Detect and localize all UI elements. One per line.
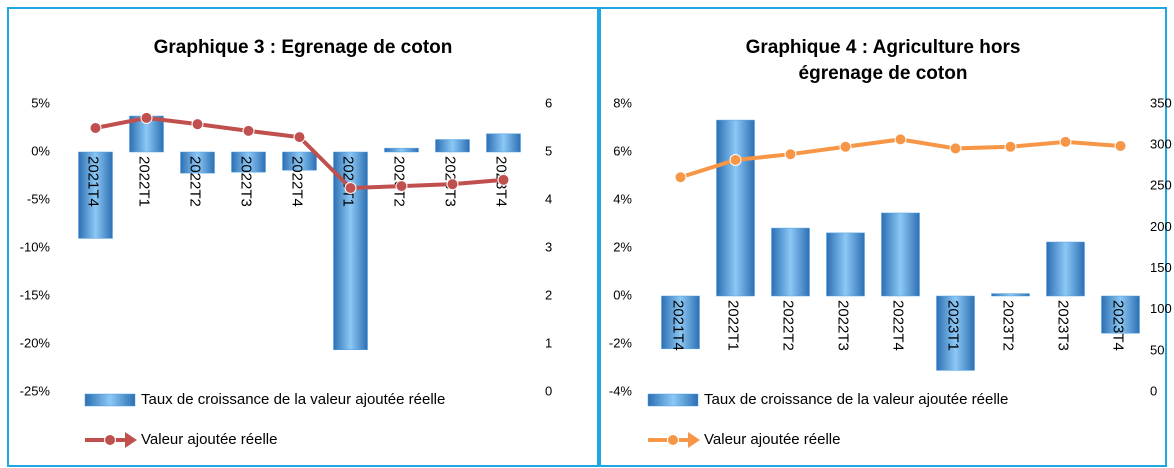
y2-tick-label: 6: [545, 95, 552, 110]
panel-border: [7, 7, 599, 467]
line-marker: [674, 171, 687, 184]
bar: [180, 151, 215, 174]
y-tick-label: -15%: [20, 287, 51, 302]
y2-tick-label: 200: [1150, 219, 1172, 234]
line-marker: [446, 178, 459, 191]
y-tick-label: 0%: [31, 143, 50, 158]
x-tick-label: 2023T1: [945, 300, 962, 351]
chart-title: Graphique 4 : Agriculture hors: [746, 37, 1021, 58]
bar: [486, 133, 521, 153]
bar: [991, 293, 1030, 297]
y2-tick-label: 4: [545, 191, 552, 206]
line-marker: [949, 142, 962, 155]
legend-swatch: [125, 432, 137, 448]
x-tick-label: 2022T1: [136, 156, 153, 207]
y-tick-label: -20%: [20, 335, 51, 350]
y2-tick-label: 5: [545, 143, 552, 158]
legend-swatch: [688, 432, 700, 448]
bar: [881, 212, 920, 297]
x-tick-label: 2022T3: [835, 300, 852, 351]
y-tick-label: -2%: [609, 335, 633, 350]
x-tick-label: 2022T4: [289, 156, 306, 207]
y2-tick-label: 3: [545, 239, 552, 254]
chart-title: égrenage de coton: [799, 63, 968, 84]
x-tick-label: 2022T2: [780, 300, 797, 351]
legend-swatch: [667, 434, 679, 446]
bar: [1046, 241, 1085, 297]
line-marker: [191, 118, 204, 131]
legend-label: Taux de croissance de la valeur ajoutée …: [141, 391, 445, 408]
y2-tick-label: 300: [1150, 137, 1172, 152]
y-tick-label: -25%: [20, 383, 51, 398]
x-tick-label: 2022T4: [890, 300, 907, 351]
y2-tick-label: 50: [1150, 342, 1164, 357]
y-tick-label: 5%: [31, 95, 50, 110]
line-marker: [497, 173, 510, 186]
bar: [826, 232, 865, 297]
y2-tick-label: 0: [1150, 383, 1157, 398]
legend-label: Valeur ajoutée réelle: [704, 431, 840, 448]
y2-tick-label: 0: [545, 383, 552, 398]
y-tick-label: 0%: [613, 287, 632, 302]
panel-border: [599, 7, 1167, 467]
legend-swatch: [84, 393, 136, 407]
x-tick-label: 2022T2: [187, 156, 204, 207]
line-marker: [1059, 135, 1072, 148]
line-marker: [293, 131, 306, 144]
line-marker: [395, 180, 408, 193]
bar: [661, 295, 700, 350]
bar: [282, 151, 317, 171]
line-marker: [784, 148, 797, 161]
x-tick-label: 2023T2: [1000, 300, 1017, 351]
x-tick-label: 2021T4: [670, 300, 687, 351]
bar: [435, 139, 470, 153]
legend-swatch: [647, 393, 699, 407]
legend-label: Valeur ajoutée réelle: [141, 431, 277, 448]
line-marker: [344, 182, 357, 194]
y2-tick-label: 1: [545, 335, 552, 350]
bar: [716, 119, 755, 297]
y-tick-label: -4%: [609, 383, 633, 398]
bar: [78, 151, 113, 239]
y-tick-label: 4%: [613, 191, 632, 206]
line-marker: [140, 111, 153, 124]
line-marker: [839, 140, 852, 153]
chart-title: Graphique 3 : Egrenage de coton: [154, 37, 453, 58]
bar: [1101, 295, 1140, 334]
line-marker: [1114, 139, 1127, 152]
line-marker: [729, 153, 742, 166]
y-tick-label: 2%: [613, 239, 632, 254]
y-tick-label: 6%: [613, 143, 632, 158]
bar: [771, 227, 810, 297]
x-tick-label: 2022T3: [238, 156, 255, 207]
line-marker: [894, 133, 907, 146]
line-marker: [89, 122, 102, 134]
y2-tick-label: 350: [1150, 95, 1172, 110]
y2-tick-label: 150: [1150, 260, 1172, 275]
bar: [231, 151, 266, 173]
y2-tick-label: 100: [1150, 301, 1172, 316]
x-tick-label: 2023T4: [1110, 300, 1127, 351]
line-marker: [1004, 140, 1017, 153]
y2-tick-label: 250: [1150, 178, 1172, 193]
y2-tick-label: 2: [545, 287, 552, 302]
bar: [936, 295, 975, 371]
x-tick-label: 2021T4: [85, 156, 102, 207]
legend-swatch: [104, 434, 116, 446]
y-tick-label: 8%: [613, 95, 632, 110]
x-tick-label: 2023T1: [340, 156, 357, 207]
bar: [384, 147, 419, 153]
y-tick-label: -10%: [20, 239, 51, 254]
y-tick-label: -5%: [27, 191, 51, 206]
line-marker: [242, 124, 255, 137]
x-tick-label: 2022T1: [725, 300, 742, 351]
x-tick-label: 2023T3: [1055, 300, 1072, 351]
legend-label: Taux de croissance de la valeur ajoutée …: [704, 391, 1008, 408]
